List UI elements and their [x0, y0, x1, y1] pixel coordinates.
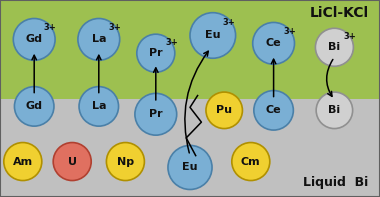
Text: La: La [92, 101, 106, 111]
Ellipse shape [79, 87, 119, 126]
Text: 3+: 3+ [165, 38, 178, 46]
Text: Liquid  Bi: Liquid Bi [303, 176, 369, 189]
Text: Np: Np [117, 157, 134, 166]
Text: Am: Am [13, 157, 33, 166]
Text: Gd: Gd [26, 34, 43, 44]
Text: Bi: Bi [328, 42, 340, 52]
Text: Eu: Eu [205, 31, 220, 40]
Ellipse shape [137, 34, 175, 72]
Text: Pu: Pu [216, 105, 232, 115]
Text: Cm: Cm [241, 157, 261, 166]
Bar [0, 98, 380, 197]
Ellipse shape [315, 28, 353, 66]
Ellipse shape [253, 22, 294, 64]
Bar [0, 0, 380, 98]
Text: 3+: 3+ [344, 32, 357, 41]
Text: LiCl-KCl: LiCl-KCl [309, 6, 369, 20]
Text: Pr: Pr [149, 48, 163, 58]
Ellipse shape [232, 143, 270, 180]
Ellipse shape [4, 143, 42, 180]
Text: 3+: 3+ [222, 19, 235, 27]
Text: Ce: Ce [266, 38, 282, 48]
Ellipse shape [53, 143, 91, 180]
Text: Eu: Eu [182, 163, 198, 172]
Ellipse shape [316, 92, 353, 129]
Text: La: La [92, 34, 106, 44]
Ellipse shape [206, 92, 242, 129]
Ellipse shape [78, 19, 120, 60]
Ellipse shape [13, 19, 55, 60]
Ellipse shape [135, 93, 177, 135]
Text: 3+: 3+ [44, 23, 57, 32]
Ellipse shape [168, 145, 212, 190]
Text: 3+: 3+ [108, 23, 121, 32]
Ellipse shape [254, 91, 293, 130]
Ellipse shape [14, 87, 54, 126]
Text: Gd: Gd [26, 101, 43, 111]
Text: Ce: Ce [266, 105, 282, 115]
Ellipse shape [190, 13, 236, 58]
Ellipse shape [106, 143, 144, 180]
Text: Pr: Pr [149, 109, 163, 119]
Text: U: U [68, 157, 77, 166]
Text: 3+: 3+ [283, 27, 296, 36]
Text: Bi: Bi [328, 105, 340, 115]
